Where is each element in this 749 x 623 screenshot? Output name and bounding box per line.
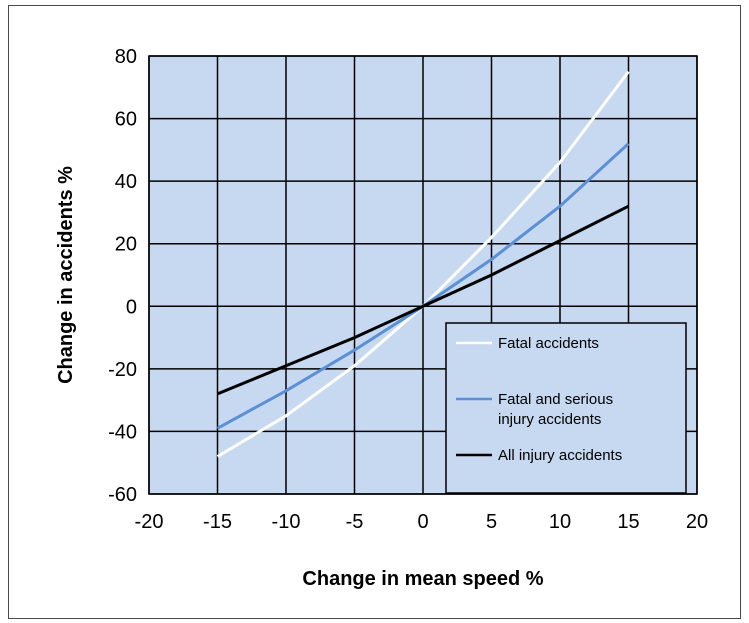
y-tick-label: -40 — [108, 421, 137, 443]
x-tick-label: -5 — [346, 511, 364, 533]
legend-label: Fatal and serious — [498, 391, 613, 408]
x-tick-label: -10 — [272, 511, 301, 533]
series-line — [216, 204, 630, 396]
y-axis-title: Change in accidents % — [55, 166, 77, 384]
x-axis-title: Change in mean speed % — [302, 568, 543, 590]
x-tick-label: -15 — [203, 511, 232, 533]
x-tick-label: 0 — [417, 511, 428, 533]
y-tick-label: 20 — [115, 234, 137, 256]
x-tick-label: 10 — [549, 511, 571, 533]
y-tick-label: -20 — [108, 359, 137, 381]
y-tick-label: 60 — [115, 109, 137, 131]
legend-label: Fatal accidents — [498, 335, 599, 352]
legend: Fatal accidents Fatal and serious injury a… — [445, 322, 687, 494]
legend-label: All injury accidents — [498, 447, 622, 464]
y-tick-label: 80 — [115, 46, 137, 68]
legend-box — [445, 322, 687, 494]
x-tick-label: 20 — [686, 511, 708, 533]
y-tick-label: 40 — [115, 171, 137, 193]
y-tick-labels: -60 -40 -20 0 20 40 60 80 — [108, 46, 137, 506]
series-lines — [216, 70, 630, 458]
x-tick-label: 5 — [486, 511, 497, 533]
y-tick-label: -60 — [108, 484, 137, 506]
y-tick-label: 0 — [126, 296, 137, 318]
x-tick-label: -20 — [135, 511, 164, 533]
gridlines — [148, 55, 698, 495]
x-tick-labels: -20 -15 -10 -5 0 5 10 15 20 — [135, 511, 709, 533]
x-tick-label: 15 — [617, 511, 639, 533]
legend-label: injury accidents — [498, 411, 601, 428]
